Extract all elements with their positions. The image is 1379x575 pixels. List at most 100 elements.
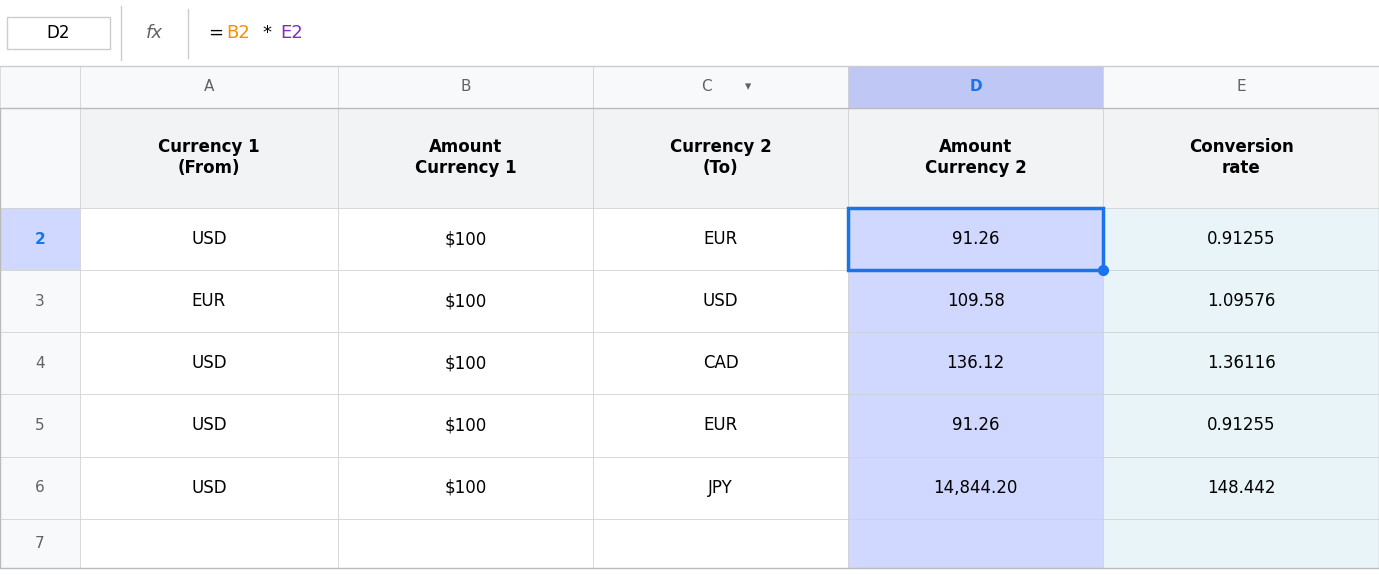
Text: Amount
Currency 1: Amount Currency 1 [415,139,516,177]
Text: fx: fx [146,24,163,42]
Text: 4: 4 [36,356,44,371]
Bar [1103,270,1379,332]
Bar [848,270,1103,332]
Bar [80,394,338,457]
Bar [0,332,80,394]
Bar [593,332,848,394]
Text: $100: $100 [444,478,487,497]
Bar [848,208,1103,270]
Text: $100: $100 [444,292,487,311]
Bar [593,208,848,270]
Text: 3: 3 [34,294,46,309]
Text: E2: E2 [280,24,302,42]
Bar [0,519,80,568]
Bar [848,66,1103,108]
Bar [593,457,848,519]
Text: USD: USD [192,416,226,435]
Text: 0.91255: 0.91255 [1207,230,1276,248]
Bar [0,394,80,457]
Text: USD: USD [192,478,226,497]
Text: 14,844.20: 14,844.20 [934,478,1018,497]
Bar [0,108,1379,568]
Text: A: A [204,79,214,94]
Text: 1.36116: 1.36116 [1207,354,1276,373]
Text: JPY: JPY [709,478,732,497]
Bar [848,519,1103,568]
Bar [848,332,1103,394]
Text: USD: USD [192,354,226,373]
Bar [338,332,593,394]
Bar [848,394,1103,457]
Text: D: D [969,79,982,94]
Text: E: E [1237,79,1245,94]
Text: 5: 5 [36,418,44,433]
Bar [338,208,593,270]
Text: B: B [461,79,470,94]
Bar [7,17,110,49]
Text: EUR: EUR [192,292,226,311]
Bar [1103,332,1379,394]
Text: 2: 2 [34,232,46,247]
Text: EUR: EUR [703,416,738,435]
Text: USD: USD [192,230,226,248]
Bar [338,457,593,519]
Bar [338,519,593,568]
Bar [80,332,338,394]
Bar [338,394,593,457]
Bar [593,66,848,108]
Bar [80,208,338,270]
Text: $100: $100 [444,354,487,373]
Bar [0,66,80,108]
Text: Currency 2
(To): Currency 2 (To) [670,139,771,177]
Bar [338,66,593,108]
Bar [848,457,1103,519]
Text: $100: $100 [444,230,487,248]
Text: C: C [702,79,712,94]
Bar [593,519,848,568]
Text: *: * [262,24,272,42]
Bar [1103,519,1379,568]
Bar [848,208,1103,270]
Bar [0,270,80,332]
Text: CAD: CAD [703,354,738,373]
Bar [338,270,593,332]
Bar [80,66,338,108]
Bar [593,270,848,332]
Text: 0.91255: 0.91255 [1207,416,1276,435]
Text: 148.442: 148.442 [1207,478,1276,497]
Bar [80,270,338,332]
Bar [0,208,80,270]
Bar [80,108,338,208]
Text: 1.09576: 1.09576 [1207,292,1276,311]
Text: 91.26: 91.26 [952,416,1000,435]
Text: USD: USD [703,292,738,311]
Text: 6: 6 [34,480,46,495]
Text: $100: $100 [444,416,487,435]
Text: D2: D2 [47,24,70,42]
Bar [848,108,1103,208]
Text: B2: B2 [226,24,250,42]
Bar [80,457,338,519]
Bar [1103,66,1379,108]
Text: 109.58: 109.58 [947,292,1004,311]
Bar [1103,108,1379,208]
Bar [1103,208,1379,270]
Text: =: = [208,24,223,42]
Text: Conversion
rate: Conversion rate [1189,139,1294,177]
Text: 91.26: 91.26 [952,230,1000,248]
Text: 7: 7 [36,535,44,551]
Bar [593,108,848,208]
Text: Amount
Currency 2: Amount Currency 2 [925,139,1026,177]
Bar [0,0,1379,66]
Text: ▾: ▾ [745,81,752,93]
Text: Currency 1
(From): Currency 1 (From) [159,139,259,177]
Bar [0,108,80,208]
Bar [338,108,593,208]
Bar [80,519,338,568]
Bar [1103,457,1379,519]
Bar [593,394,848,457]
Text: EUR: EUR [703,230,738,248]
Text: 136.12: 136.12 [946,354,1005,373]
Bar [1103,394,1379,457]
Bar [0,457,80,519]
